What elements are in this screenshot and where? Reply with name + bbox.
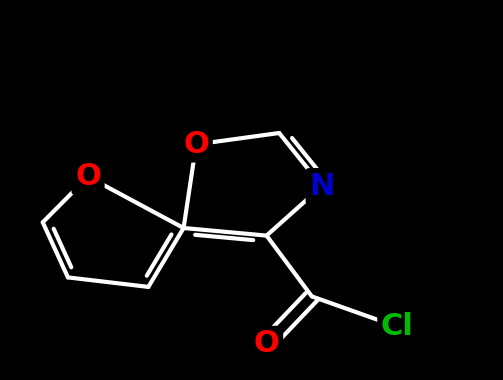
Text: O: O — [75, 162, 101, 191]
Text: O: O — [183, 130, 209, 159]
Text: N: N — [309, 172, 334, 201]
Text: O: O — [254, 329, 280, 358]
Text: Cl: Cl — [381, 312, 414, 341]
